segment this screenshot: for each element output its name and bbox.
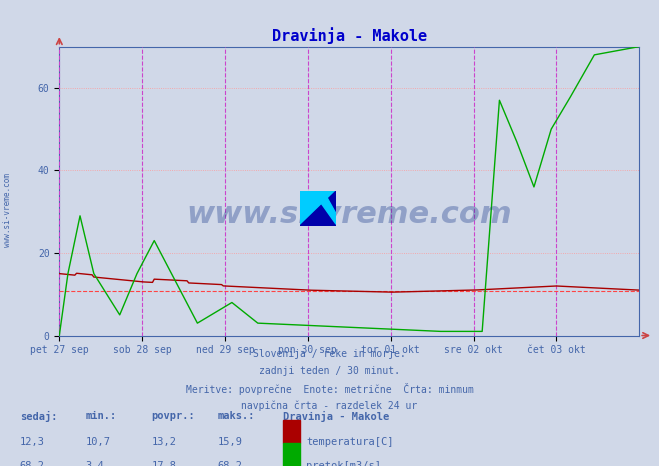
Text: 10,7: 10,7 bbox=[86, 437, 111, 446]
Text: povpr.:: povpr.: bbox=[152, 411, 195, 420]
Bar bbox=[283, 420, 300, 443]
Polygon shape bbox=[300, 191, 336, 226]
Text: zadnji teden / 30 minut.: zadnji teden / 30 minut. bbox=[259, 366, 400, 376]
Text: Meritve: povprečne  Enote: metrične  Črta: minmum: Meritve: povprečne Enote: metrične Črta:… bbox=[186, 383, 473, 395]
Text: Slovenija / reke in morje.: Slovenija / reke in morje. bbox=[253, 350, 406, 359]
Text: min.:: min.: bbox=[86, 411, 117, 420]
Text: 3,4: 3,4 bbox=[86, 461, 104, 466]
Text: sedaj:: sedaj: bbox=[20, 411, 57, 422]
Text: maks.:: maks.: bbox=[217, 411, 255, 420]
Text: Dravinja - Makole: Dravinja - Makole bbox=[283, 411, 389, 422]
Bar bbox=[283, 443, 300, 466]
Text: temperatura[C]: temperatura[C] bbox=[306, 437, 394, 446]
Polygon shape bbox=[300, 191, 336, 226]
Text: 68,2: 68,2 bbox=[20, 461, 45, 466]
Polygon shape bbox=[312, 191, 336, 224]
Text: 13,2: 13,2 bbox=[152, 437, 177, 446]
Text: navpična črta - razdelek 24 ur: navpična črta - razdelek 24 ur bbox=[241, 400, 418, 411]
Text: www.si-vreme.com: www.si-vreme.com bbox=[186, 199, 512, 229]
Text: 15,9: 15,9 bbox=[217, 437, 243, 446]
Title: Dravinja - Makole: Dravinja - Makole bbox=[272, 27, 427, 44]
Text: www.si-vreme.com: www.si-vreme.com bbox=[3, 173, 13, 247]
Text: 12,3: 12,3 bbox=[20, 437, 45, 446]
Text: 17,8: 17,8 bbox=[152, 461, 177, 466]
Text: 68,2: 68,2 bbox=[217, 461, 243, 466]
Text: pretok[m3/s]: pretok[m3/s] bbox=[306, 461, 382, 466]
